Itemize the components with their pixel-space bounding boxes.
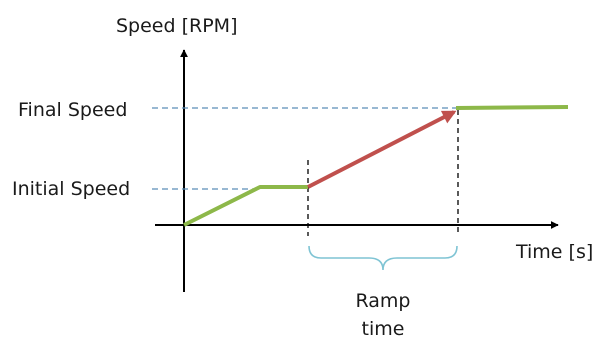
ramp-time-brace [308,245,458,271]
initial-speed-label: Initial Speed [12,178,130,200]
ramp-arrow [307,110,457,189]
final-speed-segment [455,105,569,110]
initial-acceleration-segment [183,185,308,227]
final-speed-label: Final Speed [18,99,127,121]
x-axis-label: Time [s] [515,241,593,263]
ramp-time-label-line1: Ramp [356,290,411,312]
y-axis-label: Speed [RPM] [116,15,237,37]
ramp-time-label-line2: time [362,318,405,338]
